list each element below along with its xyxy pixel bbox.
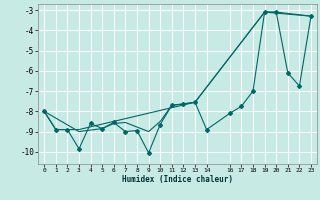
X-axis label: Humidex (Indice chaleur): Humidex (Indice chaleur) — [122, 175, 233, 184]
